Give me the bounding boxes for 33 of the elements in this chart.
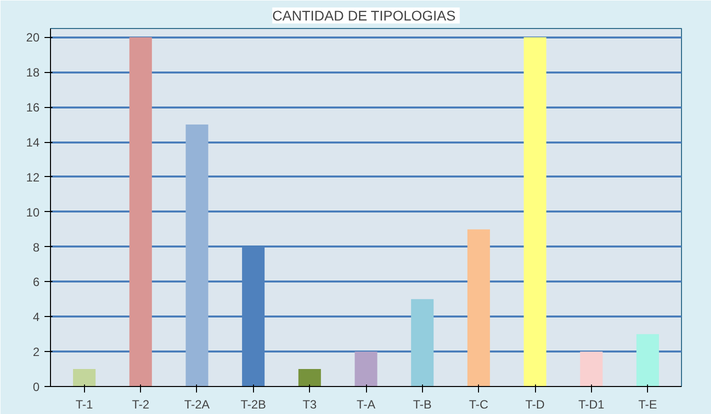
y-tick-label: 18 (26, 66, 40, 80)
y-tick-label: 0 (32, 380, 40, 394)
y-tick-label: 4 (32, 310, 40, 324)
x-tick-label: T-B (413, 398, 432, 412)
y-tick-label: 8 (32, 240, 40, 254)
y-tick-label: 20 (26, 30, 40, 45)
x-tick-label: T-D1 (578, 398, 605, 412)
bar (411, 299, 434, 386)
y-tick-label: 12 (26, 170, 40, 184)
bar (524, 37, 546, 386)
x-tick-label: T-A (356, 398, 376, 412)
y-tick-label: 6 (32, 275, 40, 290)
bar (580, 352, 603, 386)
bar (354, 352, 378, 386)
x-tick-label: T-2A (184, 398, 210, 412)
bar (129, 37, 152, 386)
chart-title: CANTIDAD DE TIPOLOGIAS (272, 8, 456, 24)
bar (73, 369, 96, 386)
x-tick-label: T-2B (240, 398, 266, 412)
y-tick-label: 16 (26, 100, 40, 115)
x-tick-label: T-D (525, 398, 546, 412)
bar (186, 124, 208, 386)
x-tick-label: T3 (302, 398, 317, 412)
y-tick-label: 2 (32, 345, 40, 360)
y-tick-label: 14 (26, 136, 40, 150)
y-tick-label: 10 (26, 205, 40, 220)
x-tick-label: T-1 (76, 398, 94, 412)
x-tick-label: T-2 (132, 398, 150, 412)
bar (298, 369, 321, 386)
x-tick-label: T-E (638, 398, 658, 412)
x-tick-label: T-C (469, 398, 489, 412)
bar (636, 334, 659, 386)
bar (467, 229, 490, 386)
